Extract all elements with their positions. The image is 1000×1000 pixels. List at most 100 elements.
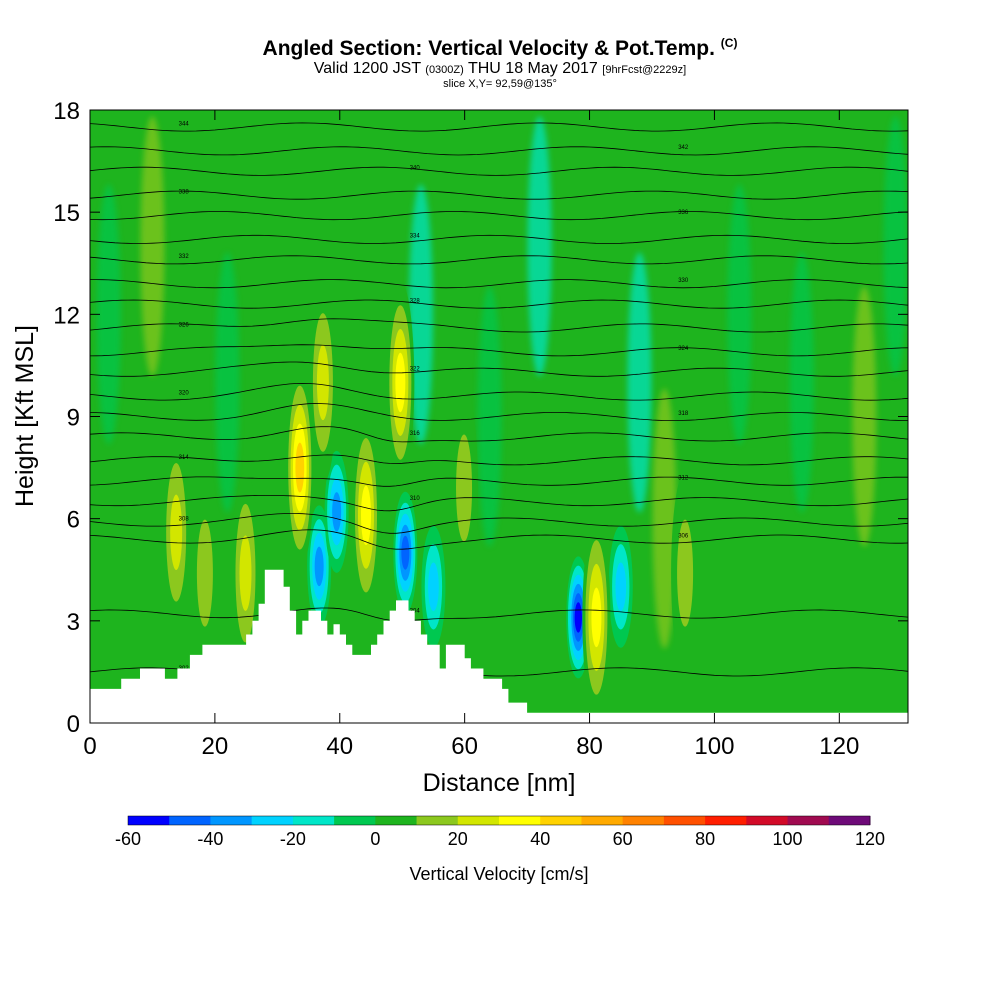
isentrope-label: 324 <box>678 346 689 352</box>
updraft-core <box>591 587 602 648</box>
isentrope-label: 338 <box>179 189 190 195</box>
field-streak <box>883 116 908 377</box>
colorbar-tick-label: 100 <box>773 829 803 849</box>
isentrope-label: 310 <box>410 496 421 502</box>
isentrope-label: 330 <box>678 278 689 284</box>
colorbar-swatch <box>499 816 541 825</box>
isentrope-label: 342 <box>678 145 689 151</box>
updraft-core <box>196 519 213 627</box>
y-tick-label: 18 <box>53 98 80 125</box>
downdraft-core <box>314 546 324 587</box>
isentrope-line <box>90 382 908 401</box>
colorbar-tick-label: -20 <box>280 829 306 849</box>
potential-temperature-contours: 3023043063083103123143163183203223243263… <box>90 121 908 677</box>
field-streak <box>727 184 752 445</box>
isentrope-line <box>90 146 908 156</box>
isentrope-line <box>90 344 908 357</box>
y-tick-label: 3 <box>67 609 80 636</box>
isentrope-line <box>90 190 908 200</box>
isentrope-label: 334 <box>410 234 421 240</box>
colorbar-label: Vertical Velocity [cm/s] <box>409 864 588 884</box>
colorbar-tick-label: 80 <box>695 829 715 849</box>
colorbar-swatch <box>292 816 335 825</box>
colorbar-swatch <box>622 816 665 825</box>
colorbar-swatch <box>787 816 830 825</box>
isentrope-label: 326 <box>179 322 190 328</box>
colorbar-swatch <box>169 816 211 825</box>
colorbar-swatch <box>828 816 871 825</box>
isentrope-line <box>90 122 908 132</box>
colorbar-swatch <box>540 816 582 825</box>
isentrope-label: 332 <box>179 254 190 260</box>
isentrope-line <box>90 403 908 421</box>
colorbar-tick-label: 60 <box>613 829 633 849</box>
colorbar-swatch <box>210 816 253 825</box>
colorbar-frame <box>127 815 871 826</box>
colorbar-tick-label: -40 <box>197 829 223 849</box>
updraft-core <box>170 494 183 570</box>
field-streak <box>652 388 677 649</box>
field-streak <box>140 116 165 377</box>
isentrope-label: 336 <box>678 210 689 216</box>
colorbar-swatch <box>375 816 418 825</box>
updraft-core <box>360 485 371 546</box>
isentrope-label: 312 <box>678 476 689 482</box>
isentrope-line <box>90 513 908 534</box>
isentrope-line <box>90 318 908 333</box>
downdraft-core <box>574 602 582 633</box>
colorbar-swatch <box>334 816 376 825</box>
updraft-core <box>295 442 305 493</box>
colorbar-swatch <box>457 816 500 825</box>
slice-info: slice X,Y= 92,59@135° <box>443 78 557 90</box>
colorbar-tick-label: 40 <box>530 829 550 849</box>
isentrope-line <box>90 234 908 244</box>
downdraft-core <box>332 492 342 532</box>
y-tick-label: 15 <box>53 200 80 227</box>
isentrope-label: 318 <box>678 411 689 417</box>
field-streak <box>852 286 877 547</box>
y-axis: 0 3 6 9 12 15 18 <box>53 98 908 738</box>
chart-subtitle: Valid 1200 JST (0300Z) THU 18 May 2017 [… <box>313 60 687 77</box>
y-tick-label: 12 <box>53 302 80 329</box>
colorbar-tick-label: -60 <box>115 829 141 849</box>
isentrope-label: 316 <box>410 431 421 437</box>
field-streak <box>527 116 552 377</box>
isentrope-line <box>90 529 908 550</box>
updraft-core <box>677 519 694 627</box>
isentrope-line <box>90 607 908 622</box>
isentrope-line <box>90 454 908 466</box>
isentrope-line <box>90 166 908 176</box>
downdraft-core <box>401 535 410 570</box>
downdraft-core <box>428 562 439 612</box>
isentrope-line <box>90 426 908 443</box>
isentrope-label: 344 <box>179 121 190 127</box>
x-axis-label: Distance [nm] <box>423 769 576 797</box>
isentrope-line <box>90 279 908 289</box>
colorbar-swatch <box>251 816 294 825</box>
isentrope-label: 304 <box>410 608 421 614</box>
x-axis: 0 20 40 60 80 100 120 <box>83 110 859 760</box>
y-tick-label: 6 <box>67 507 80 534</box>
isentrope-label: 340 <box>410 166 421 172</box>
x-tick-label: 20 <box>202 733 229 760</box>
updraft-core <box>456 434 473 542</box>
field-streak <box>408 184 433 445</box>
x-tick-label: 60 <box>451 733 478 760</box>
isentrope-label: 328 <box>410 298 421 304</box>
y-tick-label: 0 <box>67 711 80 738</box>
colorbar-swatch <box>663 816 706 825</box>
updraft-core <box>395 352 406 413</box>
isentrope-line <box>90 476 908 487</box>
colorbar-tick-label: 0 <box>370 829 380 849</box>
y-tick-label: 9 <box>67 405 80 432</box>
isentrope-label: 322 <box>410 367 421 373</box>
isentrope-label: 320 <box>179 390 190 396</box>
x-tick-label: 80 <box>576 733 603 760</box>
downdraft-core <box>615 562 627 612</box>
isentrope-line <box>90 299 908 309</box>
colorbar-tick-label: 120 <box>855 829 885 849</box>
isentrope-label: 308 <box>179 516 190 522</box>
x-tick-label: 0 <box>83 733 96 760</box>
field-streak <box>215 252 240 513</box>
